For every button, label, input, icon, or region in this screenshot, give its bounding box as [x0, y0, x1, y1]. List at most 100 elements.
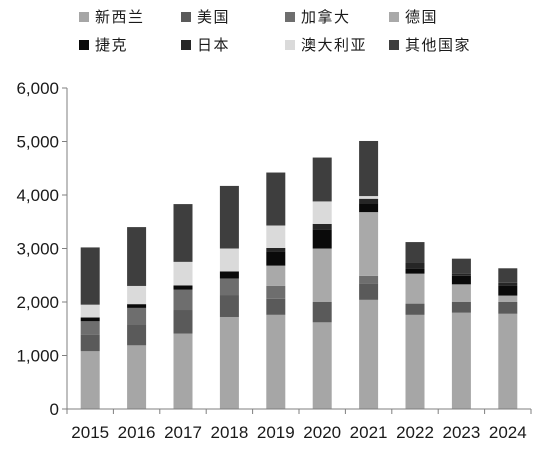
bar-segment-2019-3 — [266, 285, 286, 299]
bar-segment-2023-2 — [451, 302, 471, 313]
bar-segment-2021-8 — [359, 140, 379, 197]
bar-segment-2016-8 — [127, 227, 147, 286]
bar-segment-2019-7 — [266, 225, 286, 248]
bar-segment-2021-5 — [359, 203, 379, 213]
bar-segment-2020-4 — [312, 248, 332, 302]
bar-segment-2023-4 — [451, 284, 471, 302]
bar-segment-2024-6 — [498, 282, 518, 286]
legend-label-1: 新西兰 — [95, 9, 145, 26]
bar-segment-2017-5 — [173, 285, 193, 290]
bar-segment-2018-2 — [219, 295, 239, 317]
legend-label-4: 德国 — [405, 8, 438, 26]
x-tick-label-2024: 2024 — [489, 423, 527, 442]
bar-segment-2019-6 — [266, 247, 286, 252]
legend-swatch-8 — [389, 40, 399, 50]
axes: 0 1,000 2,000 3,000 4,000 5,000 6,000 2015 2016 2… — [16, 79, 532, 442]
x-tick-label-2020: 2020 — [303, 423, 341, 442]
legend-label-8: 其他国家 — [405, 37, 471, 54]
bar-segment-2015-5 — [80, 317, 100, 322]
bar-segment-2016-5 — [127, 304, 147, 308]
legend-label-3: 加拿大 — [301, 8, 351, 26]
bar-segment-2023-8 — [451, 258, 471, 274]
bar-segment-2021-1 — [359, 299, 379, 409]
bar-segment-2019-5 — [266, 251, 286, 266]
x-tick-label-2021: 2021 — [350, 423, 388, 442]
bar-segment-2019-4 — [266, 265, 286, 286]
bar-segment-2022-5 — [405, 268, 425, 274]
bar-segment-2024-1 — [498, 313, 518, 409]
bar-segment-2021-7 — [359, 196, 379, 199]
bar-segment-2022-1 — [405, 314, 425, 409]
bar-segment-2021-4 — [359, 212, 379, 276]
bar-segment-2024-5 — [498, 285, 518, 296]
bar-segment-2018-7 — [219, 248, 239, 272]
bar-segment-2022-8 — [405, 242, 425, 263]
legend-swatch-6 — [181, 40, 191, 50]
bar-segment-2017-7 — [173, 261, 193, 286]
x-tick-label-2018: 2018 — [210, 423, 248, 442]
y-tick-label-3: 2,000 — [16, 293, 59, 312]
bar-segment-2022-2 — [405, 303, 425, 315]
bar-segment-2018-5 — [219, 271, 239, 279]
x-tick-label-2023: 2023 — [442, 423, 480, 442]
legend-swatch-2 — [181, 12, 191, 22]
legend-label-2: 美国 — [197, 9, 230, 26]
bar-segment-2023-1 — [451, 312, 471, 409]
bar-segment-2020-2 — [312, 302, 332, 323]
bar-segment-2021-2 — [359, 283, 379, 300]
legend-label-7: 澳大利亚 — [301, 37, 367, 54]
bar-segment-2015-7 — [80, 304, 100, 318]
bar-segment-2017-3 — [173, 289, 193, 311]
legend-swatch-4 — [389, 12, 399, 22]
y-tick-label-6: 5,000 — [16, 133, 59, 152]
bar-segment-2024-2 — [498, 302, 518, 314]
bar-segment-2019-2 — [266, 298, 286, 315]
bar-segment-2022-4 — [405, 273, 425, 304]
bar-segment-2020-8 — [312, 157, 332, 202]
y-tick-label-1: 0 — [50, 400, 59, 419]
x-tick-label-2017: 2017 — [164, 423, 202, 442]
bar-segment-2015-1 — [80, 351, 100, 409]
bar-segment-2023-5 — [451, 275, 471, 285]
bar-segment-2015-8 — [80, 247, 100, 305]
bar-segment-2016-2 — [127, 325, 147, 346]
y-tick-label-5: 4,000 — [16, 186, 59, 205]
bar-segment-2015-2 — [80, 334, 100, 352]
bar-segment-2024-4 — [498, 295, 518, 302]
bar-segment-2016-1 — [127, 345, 147, 409]
bar-segment-2017-8 — [173, 204, 193, 262]
bar-segment-2015-3 — [80, 321, 100, 335]
x-tick-label-2019: 2019 — [257, 423, 295, 442]
bar-segment-2017-2 — [173, 310, 193, 334]
legend-swatch-7 — [285, 40, 295, 50]
bar-segment-2018-3 — [219, 278, 239, 296]
legend-label-6: 日本 — [197, 37, 230, 54]
y-tick-label-2: 1,000 — [16, 347, 59, 366]
bar-segment-2019-1 — [266, 314, 286, 409]
legend-swatch-5 — [79, 40, 89, 50]
bar-segment-2016-3 — [127, 307, 147, 325]
bar-segment-2017-1 — [173, 333, 193, 409]
y-tick-label-7: 6,000 — [16, 79, 59, 98]
bar-segment-2022-6 — [405, 262, 425, 269]
bar-segment-2020-5 — [312, 229, 332, 249]
bar-segment-2018-1 — [219, 316, 239, 409]
bars — [80, 140, 518, 409]
y-tick-label-4: 3,000 — [16, 240, 59, 259]
bar-segment-2020-1 — [312, 322, 332, 409]
bar-segment-2021-3 — [359, 275, 379, 284]
legend-swatch-1 — [79, 12, 89, 22]
x-tick-label-2022: 2022 — [396, 423, 434, 442]
legend-label-5: 捷克 — [95, 37, 128, 54]
bar-segment-2021-6 — [359, 198, 379, 204]
bar-segment-2023-6 — [451, 273, 471, 276]
bar-segment-2024-8 — [498, 268, 518, 283]
bar-segment-2020-6 — [312, 223, 332, 230]
legend-swatch-3 — [285, 12, 295, 22]
x-tick-label-2016: 2016 — [118, 423, 156, 442]
bar-segment-2020-7 — [312, 201, 332, 224]
bar-segment-2018-8 — [219, 185, 239, 249]
